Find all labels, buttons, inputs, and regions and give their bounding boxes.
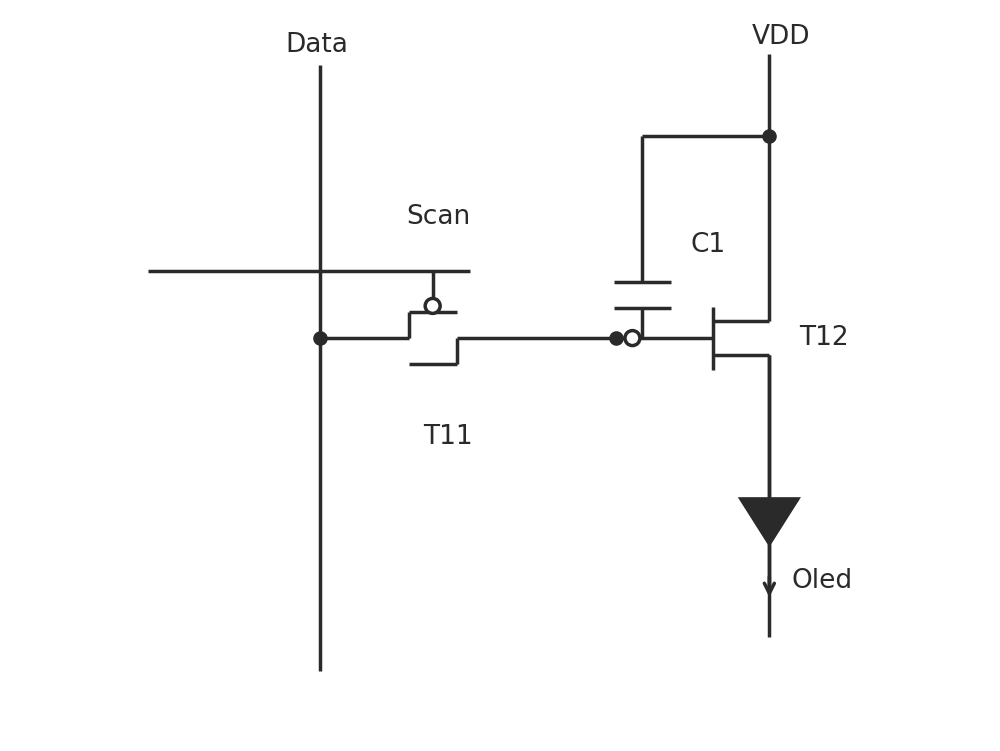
Text: Data: Data bbox=[285, 32, 348, 58]
Text: Scan: Scan bbox=[406, 204, 471, 230]
Polygon shape bbox=[741, 499, 798, 544]
Point bbox=[761, 130, 777, 142]
Text: T12: T12 bbox=[799, 325, 849, 351]
Text: VDD: VDD bbox=[751, 24, 810, 50]
Circle shape bbox=[625, 330, 640, 345]
Text: Oled: Oled bbox=[792, 569, 853, 594]
Point bbox=[312, 332, 328, 344]
Text: C1: C1 bbox=[691, 231, 726, 258]
Point bbox=[608, 332, 624, 344]
Circle shape bbox=[425, 298, 440, 313]
Text: T11: T11 bbox=[423, 424, 472, 450]
